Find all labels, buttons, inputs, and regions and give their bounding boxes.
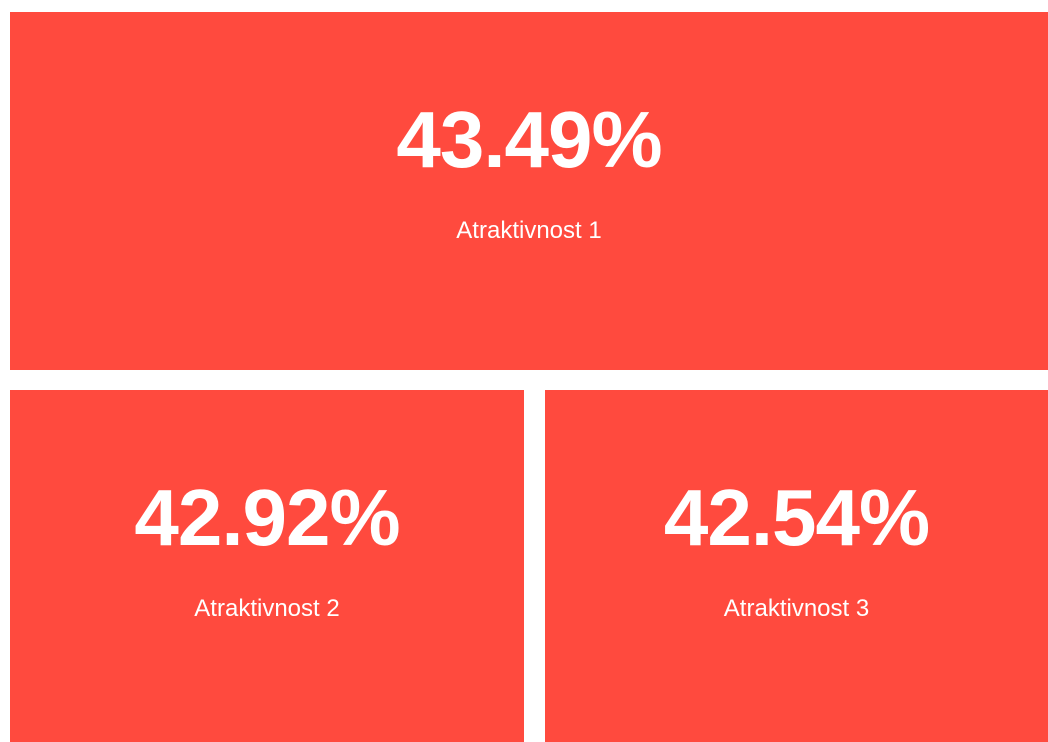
kpi-tile: 42.54% Atraktivnost 3	[545, 390, 1048, 742]
kpi-value: 42.92%	[134, 473, 400, 562]
kpi-tile: 43.49% Atraktivnost 1	[10, 12, 1048, 370]
kpi-label: Atraktivnost 3	[723, 595, 870, 622]
kpi-label: Atraktivnost 1	[456, 217, 602, 244]
kpi-tile: 42.92% Atraktivnost 2	[10, 390, 524, 742]
kpi-label: Atraktivnost 2	[194, 595, 340, 622]
kpi-value: 43.49%	[396, 95, 662, 184]
kpi-value: 42.54%	[663, 473, 930, 562]
